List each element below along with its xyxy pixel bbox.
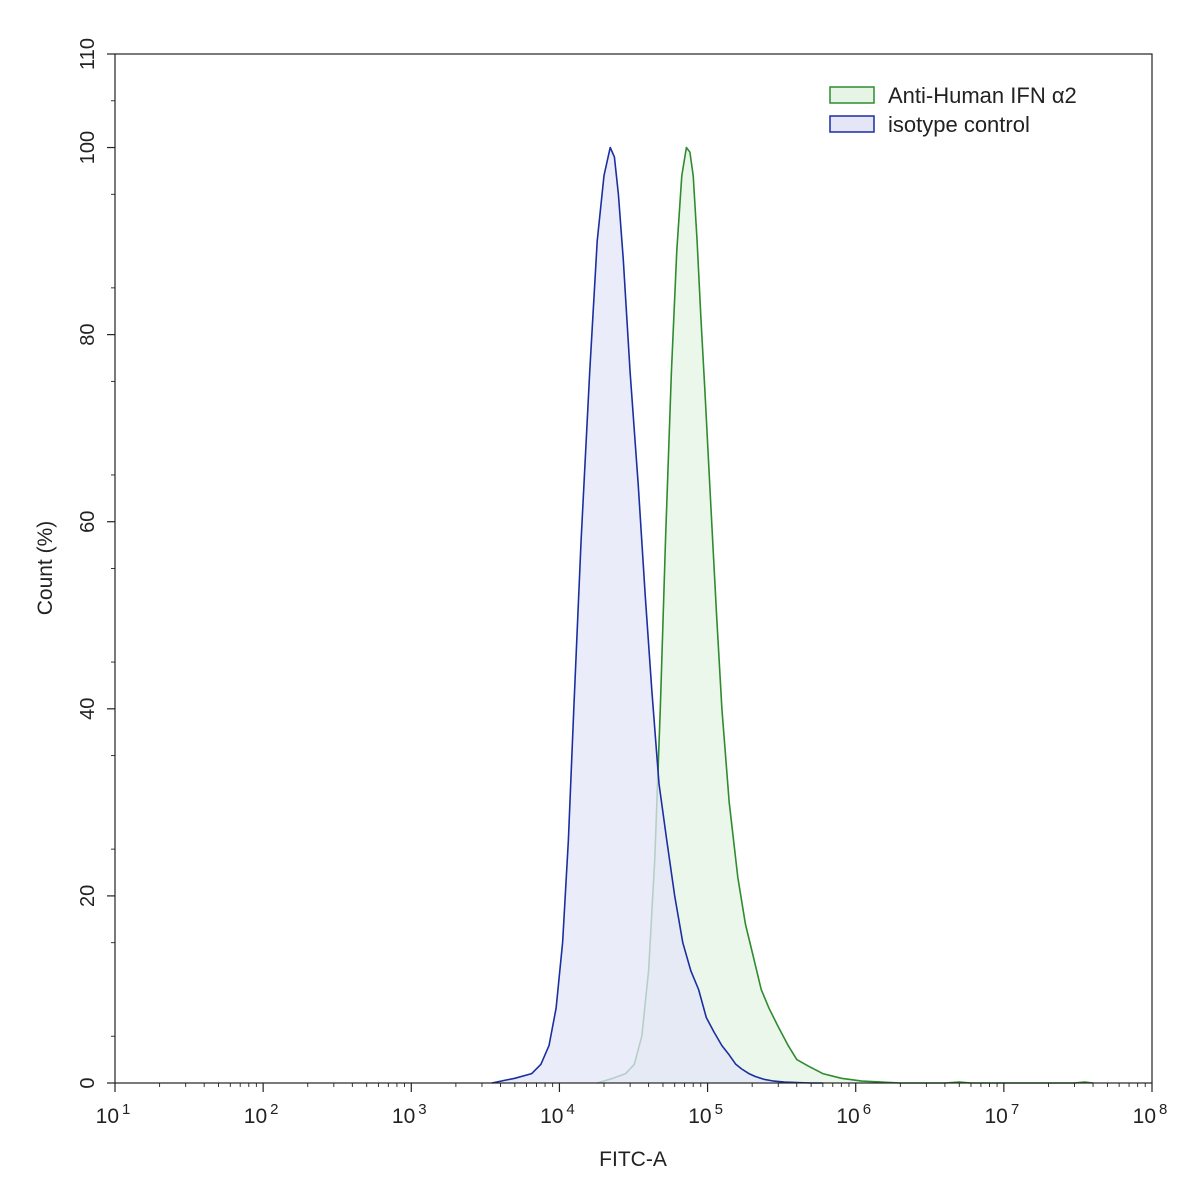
- y-tick-label: 40: [77, 698, 99, 720]
- y-tick-label: 80: [77, 323, 99, 345]
- legend: Anti-Human IFN α2 isotype control: [829, 83, 1077, 137]
- legend-label: isotype control: [888, 112, 1030, 137]
- x-tick-label: 10 8: [1133, 1101, 1168, 1128]
- legend-swatch: [829, 86, 875, 104]
- x-tick-label: 10 6: [836, 1101, 871, 1128]
- x-axis-label: FITC-A: [599, 1148, 667, 1171]
- x-tick-label: 10 4: [540, 1101, 575, 1128]
- series-area-0: [597, 147, 1093, 1083]
- x-tick-label: 10 5: [688, 1101, 723, 1128]
- series-layer: [491, 146, 1094, 1084]
- y-tick-label: 0: [77, 1077, 99, 1088]
- series-area-1: [491, 147, 823, 1083]
- y-tick-label: 60: [77, 511, 99, 533]
- y-axis-label: Count (%): [34, 521, 57, 616]
- series-line-1: [491, 146, 823, 1084]
- x-tick-label: 10 7: [985, 1101, 1020, 1128]
- series-line-0: [596, 146, 1094, 1084]
- x-tick-label: 10 3: [392, 1101, 427, 1128]
- ticks-layer: 10 1 10 2 10 3 10 4 10 5 10 6 10 7 10 8 0 20 40 60 80 100 110: [77, 38, 1167, 1128]
- legend-label: Anti-Human IFN α2: [888, 83, 1077, 108]
- x-tick-label: 10 1: [96, 1101, 131, 1128]
- series-group-1: [491, 146, 823, 1084]
- legend-swatch: [829, 115, 875, 133]
- y-tick-label: 20: [77, 885, 99, 907]
- y-tick-label: 100: [77, 131, 99, 164]
- series-group-0: [596, 146, 1094, 1084]
- x-tick-label: 10 2: [244, 1101, 279, 1128]
- y-tick-label: 110: [77, 38, 99, 70]
